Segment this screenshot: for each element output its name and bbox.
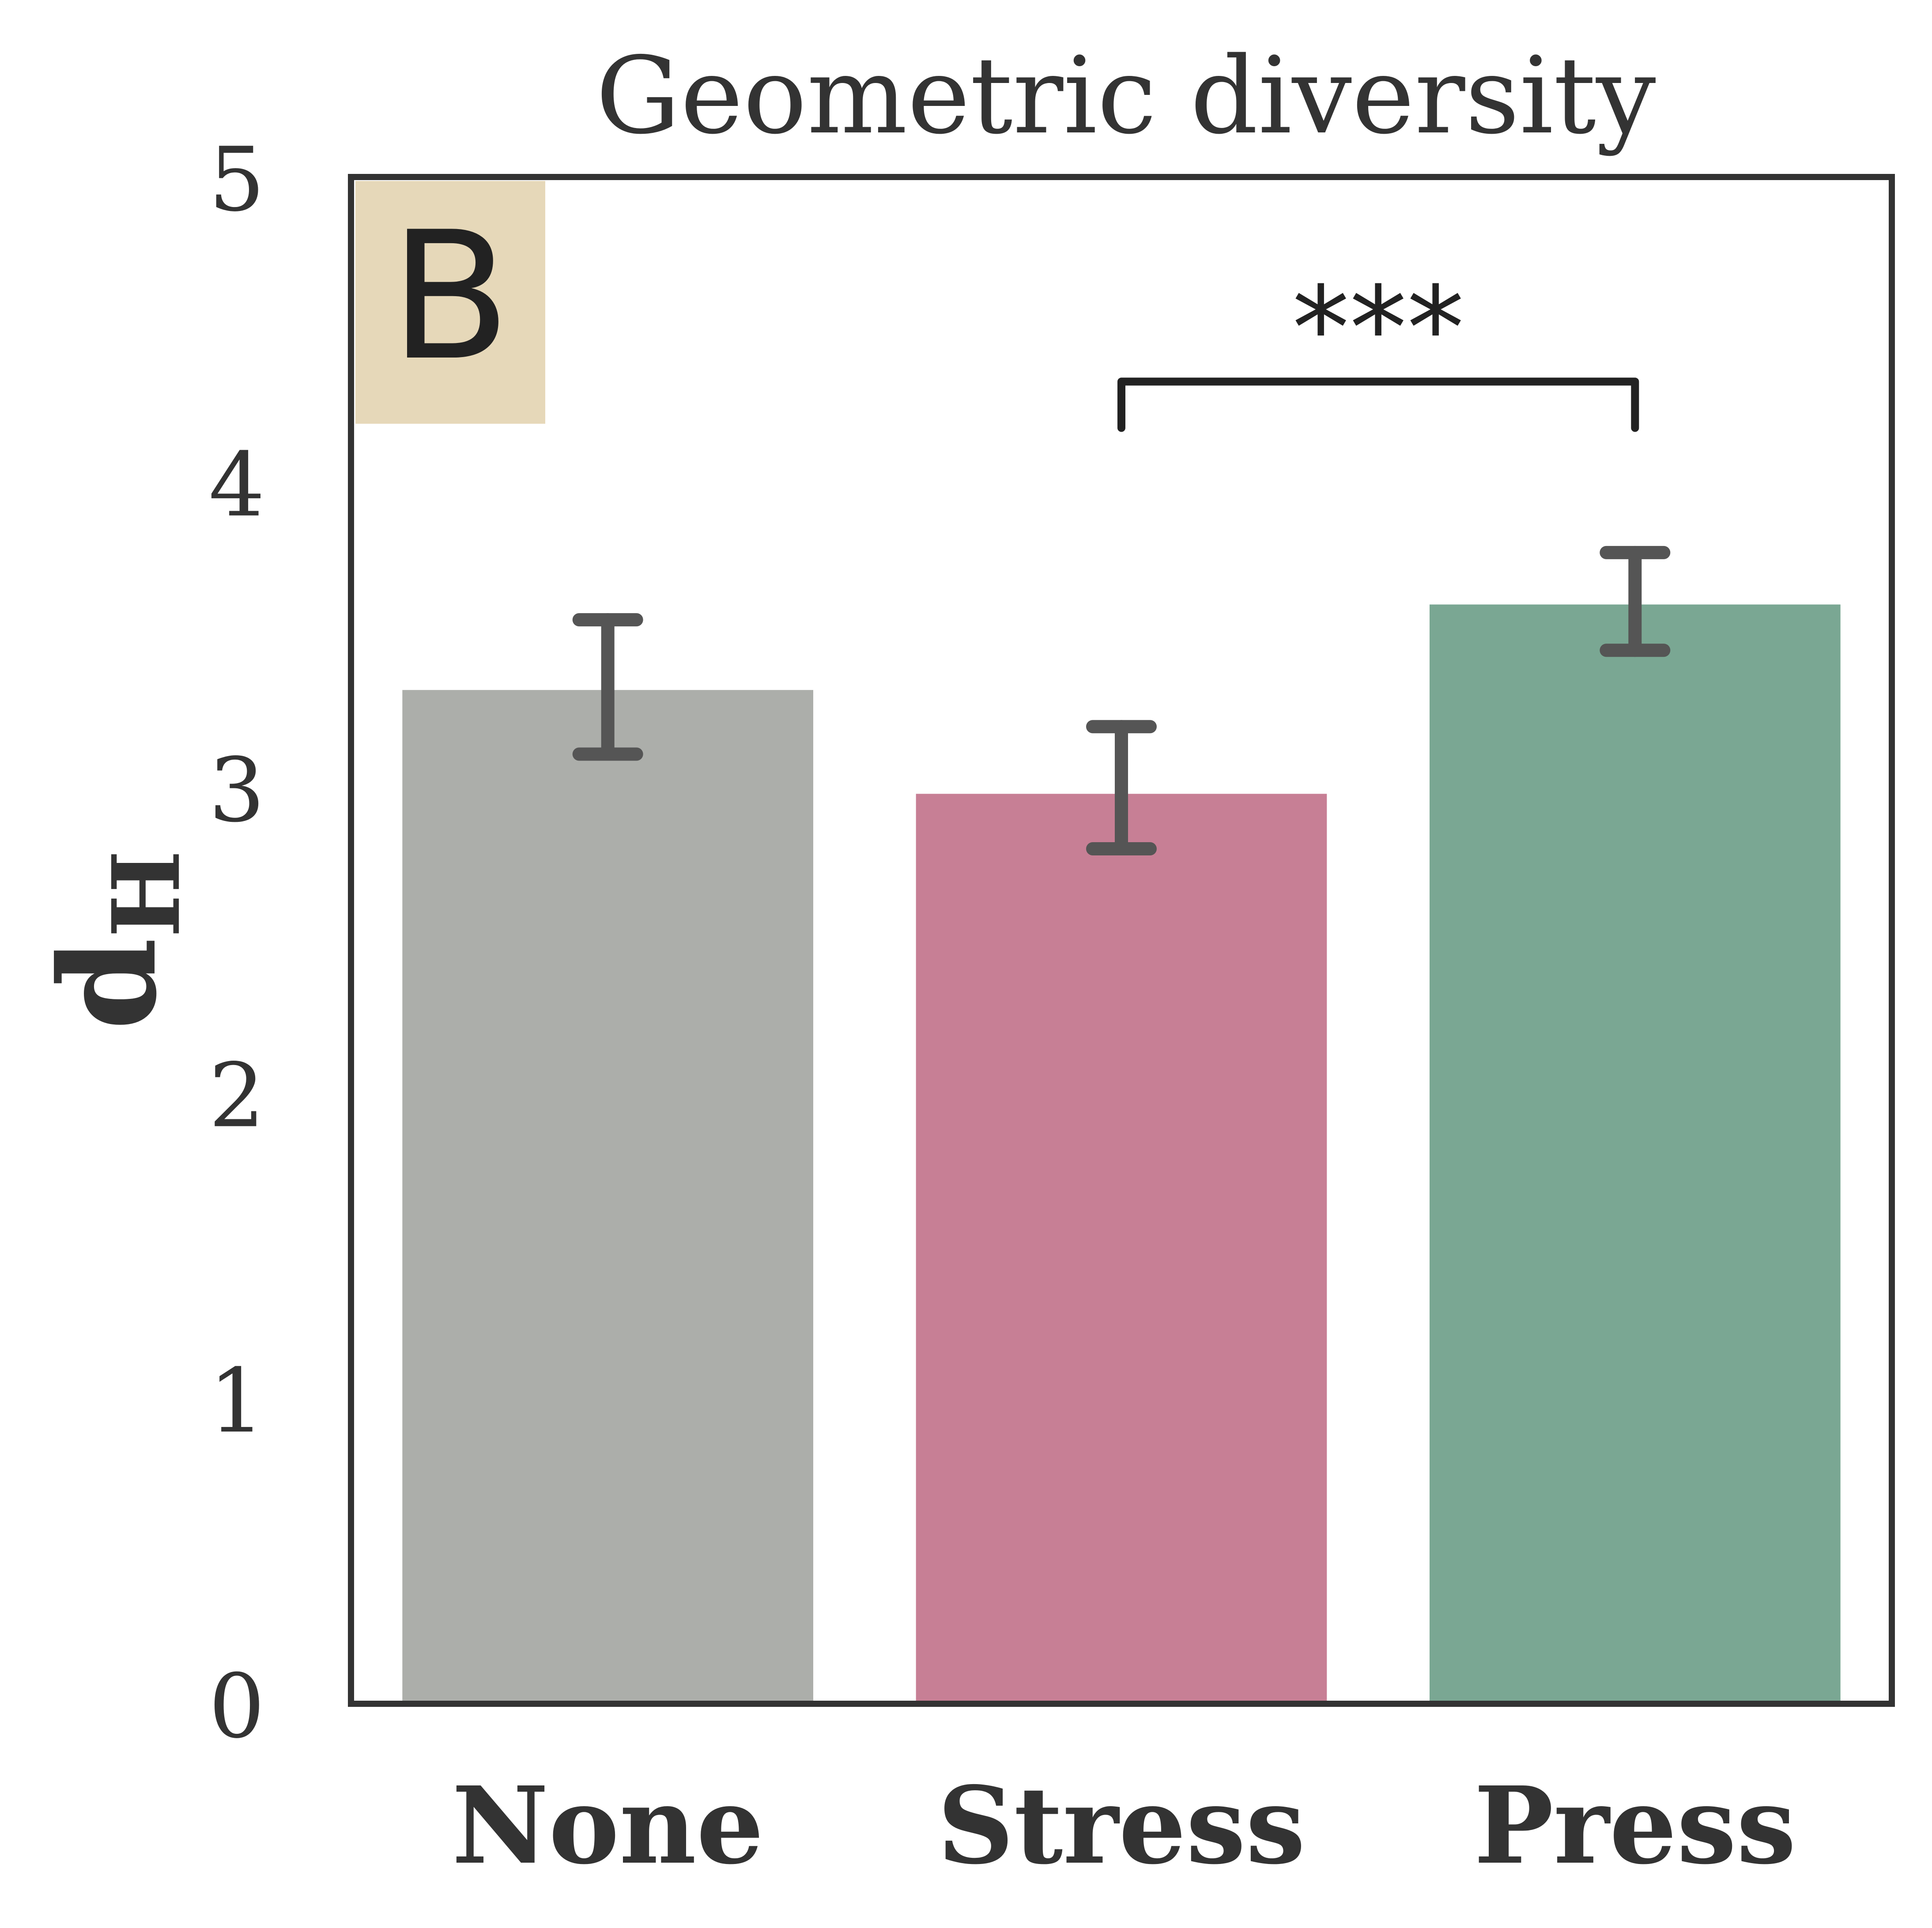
significance-stars: *** (1292, 263, 1464, 396)
chart-title: Geometric diversity (596, 34, 1656, 158)
significance-bracket-line (1117, 377, 1639, 432)
y-axis-label: dH (30, 850, 201, 1030)
svg-text:dH: dH (30, 850, 201, 1030)
x-axis-ticks: None Stress Press (452, 1763, 1796, 1888)
error-bars-layer (572, 546, 1671, 855)
y-axis-label-sub: H (92, 850, 201, 938)
y-tick-label-3: 3 (209, 739, 265, 842)
y-tick-label-2: 2 (209, 1044, 265, 1147)
significance-bracket: *** (1117, 263, 1639, 432)
y-tick-label-5: 5 (209, 128, 265, 231)
panel-label: B (390, 194, 511, 399)
x-tick-label-press: Press (1474, 1763, 1796, 1888)
panel-label-box (355, 181, 545, 424)
y-axis-ticks: 0 1 2 3 4 5 (209, 128, 265, 1758)
y-tick-label-0: 0 (209, 1655, 265, 1758)
y-axis-label-main: d (30, 938, 186, 1030)
x-tick-label-none: None (452, 1763, 764, 1888)
error-bar-stress (1086, 720, 1157, 855)
bar-none (402, 690, 813, 1704)
y-tick-label-4: 4 (209, 434, 265, 537)
y-tick-label-1: 1 (209, 1350, 265, 1453)
x-tick-label-stress: Stress (937, 1763, 1306, 1888)
bar-press (1430, 604, 1841, 1704)
plot-frame (348, 174, 1895, 1707)
bars-layer (402, 604, 1841, 1704)
error-bar-press (1600, 546, 1671, 657)
error-bar-none (572, 613, 643, 761)
bar-stress (916, 794, 1327, 1704)
